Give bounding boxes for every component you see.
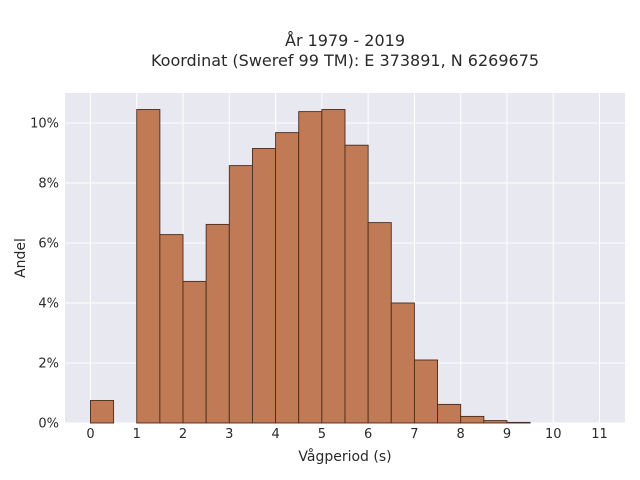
histogram-bar [321,109,346,424]
tick-labels: 0 1 2 3 4 5 6 7 8 9 10 11 0% 2% 4% 6% 8% 10% [30,117,608,443]
histogram-bar [437,403,462,424]
x-tick-label: 10 [545,427,562,442]
y-axis-label: Andel [13,238,29,278]
x-tick-label: 5 [318,427,326,442]
histogram-bar [483,420,508,424]
histogram-bar [90,400,115,424]
x-axis-label: Vågperiod (s) [298,448,391,465]
x-tick-label: 8 [457,427,465,442]
histogram-bar [182,280,207,424]
y-tick-label: 2% [38,357,59,372]
x-tick-label: 7 [410,427,418,442]
x-tick-label: 9 [503,427,511,442]
y-tick-label: 0% [38,417,59,432]
y-tick-label: 6% [38,237,59,252]
bars [90,109,531,424]
x-tick-label: 1 [133,427,141,442]
histogram-bar [275,132,300,424]
histogram-bar [251,148,277,424]
histogram-bar [228,165,253,424]
chart-title: År 1979 - 2019 [285,31,405,50]
y-tick-label: 10% [30,117,59,132]
x-tick-label: 11 [591,427,608,442]
histogram-bar [205,223,230,424]
histogram-bar [413,359,439,424]
chart-subtitle: Koordinat (Sweref 99 TM): E 373891, N 62… [151,51,539,70]
y-tick-label: 4% [38,297,59,312]
x-tick-label: 2 [179,427,187,442]
histogram-bar [159,234,184,424]
x-tick-label: 6 [364,427,372,442]
histogram-bar [506,421,531,424]
histogram-bar [136,109,161,424]
histogram-bar [344,144,369,424]
x-tick-label: 0 [86,427,94,442]
histogram-bar [390,302,415,424]
x-tick-label: 3 [225,427,233,442]
histogram-bar [460,415,485,424]
histogram-bar [367,222,392,424]
histogram-bar [298,111,323,424]
x-tick-label: 4 [271,427,279,442]
y-tick-label: 8% [38,177,59,192]
